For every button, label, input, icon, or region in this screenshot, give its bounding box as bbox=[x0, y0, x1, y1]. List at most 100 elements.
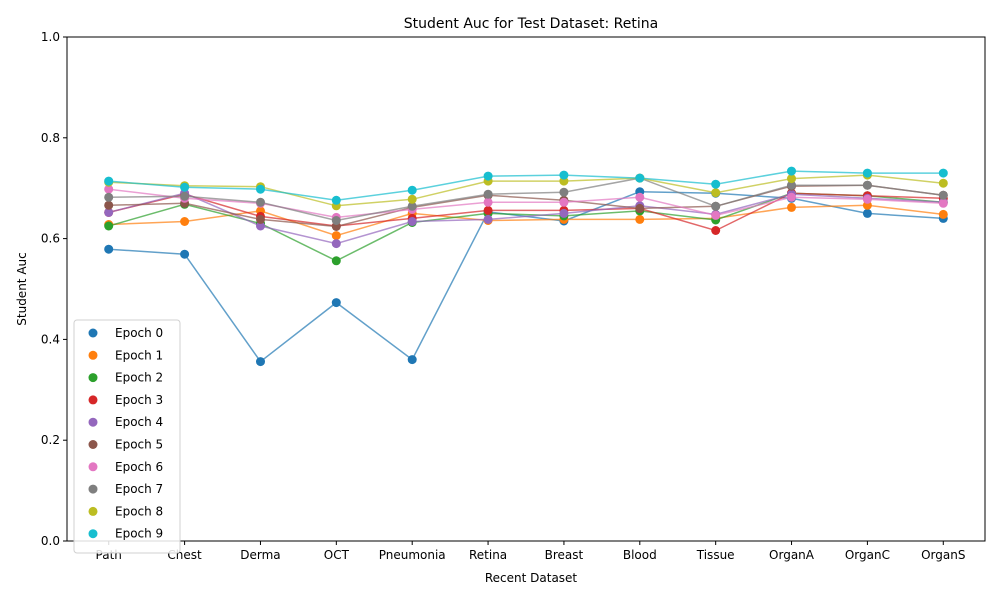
x-tick-label: Tissue bbox=[696, 548, 735, 562]
data-point-epoch-7-pneumonia bbox=[407, 201, 417, 211]
series-line-epoch-6 bbox=[108, 188, 944, 219]
data-point-epoch-7-organs bbox=[938, 190, 948, 200]
data-point-epoch-7-retina bbox=[483, 189, 493, 199]
x-tick-label: OrganS bbox=[921, 548, 965, 562]
y-tick-label: 1.0 bbox=[41, 30, 60, 44]
y-axis-ticks: 0.0 0.2 0.4 0.6 0.8 1.0 bbox=[41, 30, 67, 548]
data-point-epoch-7-organa bbox=[787, 180, 796, 190]
data-point-epoch-8-tissue bbox=[711, 188, 721, 198]
legend-marker-epoch-7 bbox=[88, 484, 98, 494]
data-point-epoch-6-blood bbox=[635, 192, 645, 202]
x-tick-label: OrganA bbox=[769, 548, 815, 562]
y-tick-label: 0.6 bbox=[41, 232, 60, 246]
x-tick-label: OrganC bbox=[845, 548, 890, 562]
data-point-epoch-9-breast bbox=[559, 170, 569, 180]
legend-label-epoch-8: Epoch 8 bbox=[115, 504, 163, 518]
data-point-epoch-9-retina bbox=[483, 171, 493, 181]
data-point-epoch-1-organs bbox=[938, 209, 948, 219]
data-point-epoch-8-organa bbox=[787, 174, 796, 184]
data-point-epoch-4-oct bbox=[331, 239, 341, 249]
plot-area bbox=[66, 36, 986, 542]
data-point-epoch-6-path bbox=[104, 184, 114, 194]
data-point-epoch-1-oct bbox=[331, 231, 341, 241]
data-point-epoch-1-chest bbox=[180, 217, 190, 226]
data-point-epoch-1-organa bbox=[787, 202, 796, 212]
legend-label-epoch-1: Epoch 1 bbox=[115, 348, 163, 362]
data-point-epoch-3-retina bbox=[483, 205, 493, 215]
data-point-epoch-7-oct bbox=[331, 216, 341, 225]
data-point-epoch-9-pneumonia bbox=[407, 185, 417, 195]
x-tick-label: OCT bbox=[324, 548, 350, 562]
data-point-epoch-9-tissue bbox=[711, 179, 721, 189]
legend-marker-epoch-5 bbox=[88, 440, 98, 449]
y-tick-label: 0.8 bbox=[41, 131, 60, 145]
data-point-epoch-4-derma bbox=[256, 221, 265, 231]
x-tick-label: Pneumonia bbox=[379, 548, 446, 562]
legend-label-epoch-7: Epoch 7 bbox=[115, 482, 163, 496]
x-tick-label: Derma bbox=[240, 548, 280, 562]
data-point-epoch-7-tissue bbox=[711, 201, 721, 211]
data-point-epoch-5-derma bbox=[256, 214, 265, 224]
data-point-epoch-4-retina bbox=[483, 214, 493, 224]
axes-frame bbox=[66, 36, 986, 542]
legend-marker-epoch-8 bbox=[88, 506, 98, 516]
data-point-epoch-1-blood bbox=[635, 214, 645, 224]
series-line-epoch-4 bbox=[108, 192, 944, 245]
data-point-epoch-8-pneumonia bbox=[407, 194, 417, 204]
legend-marker-epoch-0 bbox=[88, 328, 98, 338]
series-line-epoch-8 bbox=[108, 174, 944, 207]
data-point-epoch-5-blood bbox=[635, 203, 645, 213]
legend-label-epoch-0: Epoch 0 bbox=[115, 326, 163, 340]
legend-marker-epoch-2 bbox=[88, 373, 98, 383]
data-point-epoch-9-oct bbox=[331, 195, 341, 205]
data-point-epoch-7-organc bbox=[862, 180, 872, 190]
series-line-epoch-7 bbox=[108, 177, 944, 222]
data-point-epoch-4-path bbox=[104, 207, 114, 217]
data-point-epoch-6-organc bbox=[862, 194, 872, 204]
legend-label-epoch-4: Epoch 4 bbox=[115, 415, 163, 429]
data-point-epoch-0-organc bbox=[862, 208, 872, 218]
series-line-epoch-3 bbox=[108, 192, 944, 232]
legend-label-epoch-6: Epoch 6 bbox=[115, 460, 163, 474]
y-tick-label: 0.4 bbox=[41, 332, 60, 346]
legend-label-epoch-5: Epoch 5 bbox=[115, 438, 163, 452]
legend-label-epoch-3: Epoch 3 bbox=[115, 393, 163, 407]
data-point-epoch-7-breast bbox=[559, 187, 569, 197]
legend-box bbox=[73, 319, 181, 554]
x-tick-label: Blood bbox=[623, 548, 657, 562]
y-axis-label: Student Auc bbox=[15, 252, 29, 325]
data-point-epoch-6-organs bbox=[938, 198, 948, 208]
series-line-epoch-9 bbox=[108, 170, 944, 202]
data-point-epoch-9-organa bbox=[787, 166, 796, 176]
legend-label-epoch-9: Epoch 9 bbox=[115, 527, 163, 541]
x-axis-label: Recent Dataset bbox=[485, 571, 578, 585]
data-point-epoch-6-breast bbox=[559, 197, 569, 207]
data-point-epoch-9-organs bbox=[938, 168, 948, 178]
data-point-epoch-9-blood bbox=[635, 173, 645, 183]
data-point-epoch-9-chest bbox=[180, 182, 190, 192]
data-point-epoch-9-organc bbox=[862, 168, 872, 178]
data-point-epoch-7-derma bbox=[256, 197, 265, 207]
data-point-epoch-9-path bbox=[104, 176, 114, 186]
data-point-epoch-0-oct bbox=[331, 298, 341, 308]
legend-marker-epoch-4 bbox=[88, 417, 98, 427]
x-tick-label: Retina bbox=[469, 548, 507, 562]
data-point-epoch-8-organs bbox=[938, 178, 948, 188]
legend: Epoch 0 Epoch 1 Epoch 2 Epoch 3 Epoch 4 Epoch… bbox=[73, 319, 181, 554]
data-point-epoch-6-retina bbox=[483, 197, 493, 207]
data-point-epoch-0-chest bbox=[180, 249, 190, 259]
x-tick-label: Breast bbox=[545, 548, 584, 562]
legend-marker-epoch-6 bbox=[88, 462, 98, 472]
data-point-epoch-0-pneumonia bbox=[407, 355, 417, 365]
legend-marker-epoch-9 bbox=[88, 529, 98, 539]
legend-label-epoch-2: Epoch 2 bbox=[115, 371, 163, 385]
data-point-epoch-6-tissue bbox=[711, 210, 721, 220]
data-point-epoch-5-path bbox=[104, 200, 114, 210]
data-point-epoch-7-path bbox=[104, 192, 114, 202]
data-point-epoch-0-derma bbox=[256, 357, 265, 367]
legend-marker-epoch-3 bbox=[88, 395, 98, 405]
data-point-epoch-4-pneumonia bbox=[407, 217, 417, 226]
data-point-epoch-4-breast bbox=[559, 208, 569, 218]
series-line-epoch-5 bbox=[108, 184, 944, 228]
